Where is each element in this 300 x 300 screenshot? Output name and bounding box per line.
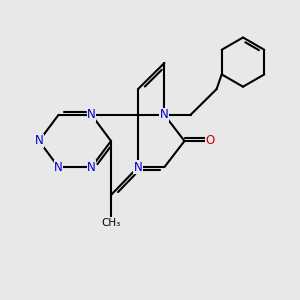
Text: N: N	[87, 108, 96, 122]
Text: N: N	[87, 160, 96, 174]
Text: N: N	[134, 160, 142, 174]
Text: N: N	[160, 108, 169, 122]
Text: N: N	[54, 160, 63, 174]
Text: O: O	[206, 134, 214, 148]
Text: CH₃: CH₃	[101, 218, 121, 228]
Text: N: N	[34, 134, 43, 148]
